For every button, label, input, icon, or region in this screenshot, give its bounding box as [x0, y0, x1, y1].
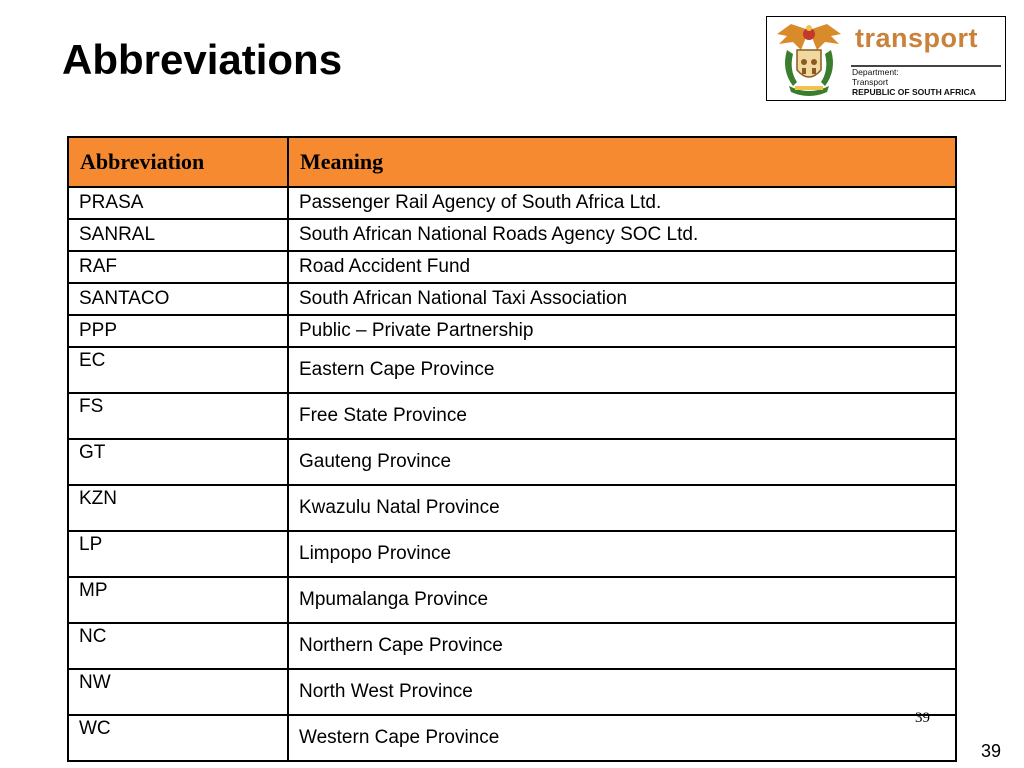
abbreviation-cell: EC	[67, 346, 289, 394]
table-row: WC Western Cape Province	[67, 714, 957, 762]
meaning-cell: Mpumalanga Province	[287, 576, 957, 624]
abbreviation-cell: GT	[67, 438, 289, 486]
table-row: NW North West Province	[67, 668, 957, 716]
meaning-cell: Free State Province	[287, 392, 957, 440]
department-line: Department:	[852, 67, 899, 77]
meaning-cell: Public – Private Partnership	[287, 314, 957, 348]
header-meaning: Meaning	[287, 136, 957, 188]
department-logo: transport Department: Transport REPUBLIC…	[766, 16, 1006, 101]
department-label: Department: Transport	[852, 67, 899, 87]
meaning-cell: South African National Taxi Association	[287, 282, 957, 316]
abbreviation-cell: LP	[67, 530, 289, 578]
meaning-cell: North West Province	[287, 668, 957, 716]
header-abbreviation: Abbreviation	[67, 136, 289, 188]
meaning-cell: Gauteng Province	[287, 438, 957, 486]
coat-of-arms-icon	[777, 24, 841, 96]
table-row: SANRAL South African National Roads Agen…	[67, 218, 957, 252]
abbreviation-cell: NW	[67, 668, 289, 716]
meaning-cell: Western Cape Province	[287, 714, 957, 762]
abbreviation-cell: PRASA	[67, 186, 289, 220]
meaning-cell: Northern Cape Province	[287, 622, 957, 670]
table-row: LP Limpopo Province	[67, 530, 957, 578]
brand-name: transport	[855, 23, 979, 53]
abbreviation-cell: PPP	[67, 314, 289, 348]
country-label: REPUBLIC OF SOUTH AFRICA	[852, 87, 976, 97]
meaning-cell: Road Accident Fund	[287, 250, 957, 284]
abbreviation-cell: KZN	[67, 484, 289, 532]
table-row: PPP Public – Private Partnership	[67, 314, 957, 348]
meaning-cell: Eastern Cape Province	[287, 346, 957, 394]
table-row: NC Northern Cape Province	[67, 622, 957, 670]
footer-page-number: 39	[915, 710, 930, 726]
abbreviation-cell: FS	[67, 392, 289, 440]
table-row: MP Mpumalanga Province	[67, 576, 957, 624]
meaning-cell: Kwazulu Natal Province	[287, 484, 957, 532]
table-row: FS Free State Province	[67, 392, 957, 440]
abbreviation-cell: WC	[67, 714, 289, 762]
table-row: EC Eastern Cape Province	[67, 346, 957, 394]
table-row: SANTACO South African National Taxi Asso…	[67, 282, 957, 316]
slide-page-number: 39	[981, 741, 1002, 761]
page-title: Abbreviations	[62, 36, 343, 83]
meaning-cell: Limpopo Province	[287, 530, 957, 578]
table-row: PRASA Passenger Rail Agency of South Afr…	[67, 186, 957, 220]
abbreviation-cell: SANTACO	[67, 282, 289, 316]
logo-divider	[851, 65, 1001, 67]
table-row: RAF Road Accident Fund	[67, 250, 957, 284]
meaning-cell: Passenger Rail Agency of South Africa Lt…	[287, 186, 957, 220]
abbreviations-table: Abbreviation Meaning PRASA Passenger Rai…	[67, 136, 957, 762]
abbreviation-cell: NC	[67, 622, 289, 670]
abbreviation-cell: MP	[67, 576, 289, 624]
meaning-cell: South African National Roads Agency SOC …	[287, 218, 957, 252]
table-row: GT Gauteng Province	[67, 438, 957, 486]
abbreviation-cell: SANRAL	[67, 218, 289, 252]
unit-line: Transport	[852, 77, 889, 87]
table-header-row: Abbreviation Meaning	[67, 136, 957, 188]
abbreviation-cell: RAF	[67, 250, 289, 284]
table-row: KZN Kwazulu Natal Province	[67, 484, 957, 532]
